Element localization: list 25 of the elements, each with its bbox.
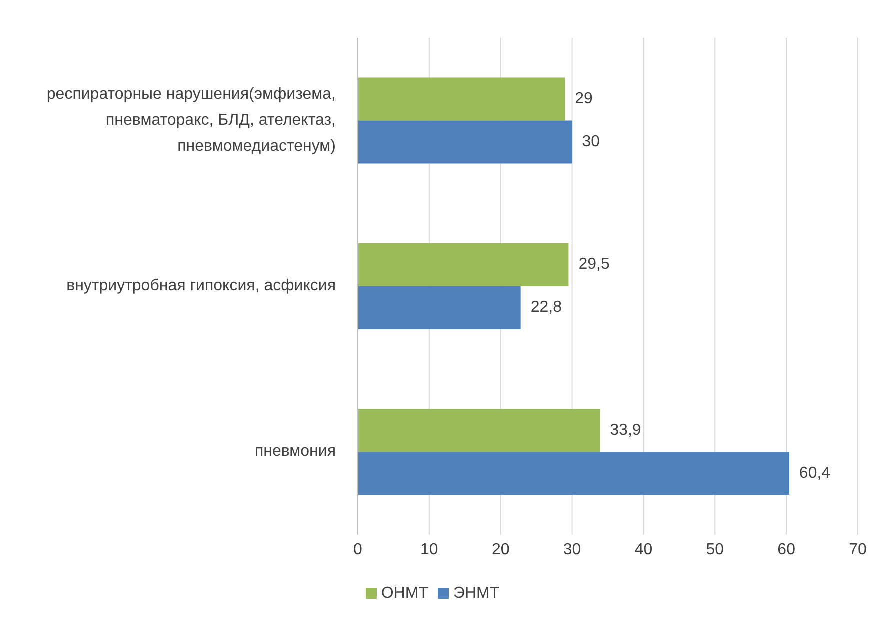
y-tick-label: внутриутробная гипоксия, асфиксия [66,278,336,295]
data-label: 30 [582,133,600,150]
legend-label: ЭНМТ [453,585,500,602]
bar [358,120,572,164]
data-label: 33,9 [610,422,642,439]
y-tick-label: респираторные нарушения(эмфизема, пневматоракс, БЛД, ателектаз, пневмомедиастенум) [46,86,336,156]
bar [358,409,600,452]
x-tick-label: 0 [354,541,363,558]
bar [358,78,566,121]
x-tick-label: 60 [778,541,796,558]
x-tick-label: 10 [420,541,438,558]
bar [358,452,790,496]
data-label: 60,4 [799,464,831,482]
y-tick-label: пневмония [254,443,336,460]
bar [358,286,521,330]
legend-label: ОНМТ [381,585,428,602]
data-label: 29,5 [578,256,610,274]
x-tick-label: 70 [849,541,867,558]
bar [358,243,569,286]
x-tick-label: 40 [634,541,653,558]
data-label: 29 [575,90,594,108]
x-tick-label: 50 [706,541,724,558]
x-tick-label: 20 [492,541,510,558]
data-label: 22,8 [530,299,562,316]
x-tick-label: 30 [563,541,582,558]
